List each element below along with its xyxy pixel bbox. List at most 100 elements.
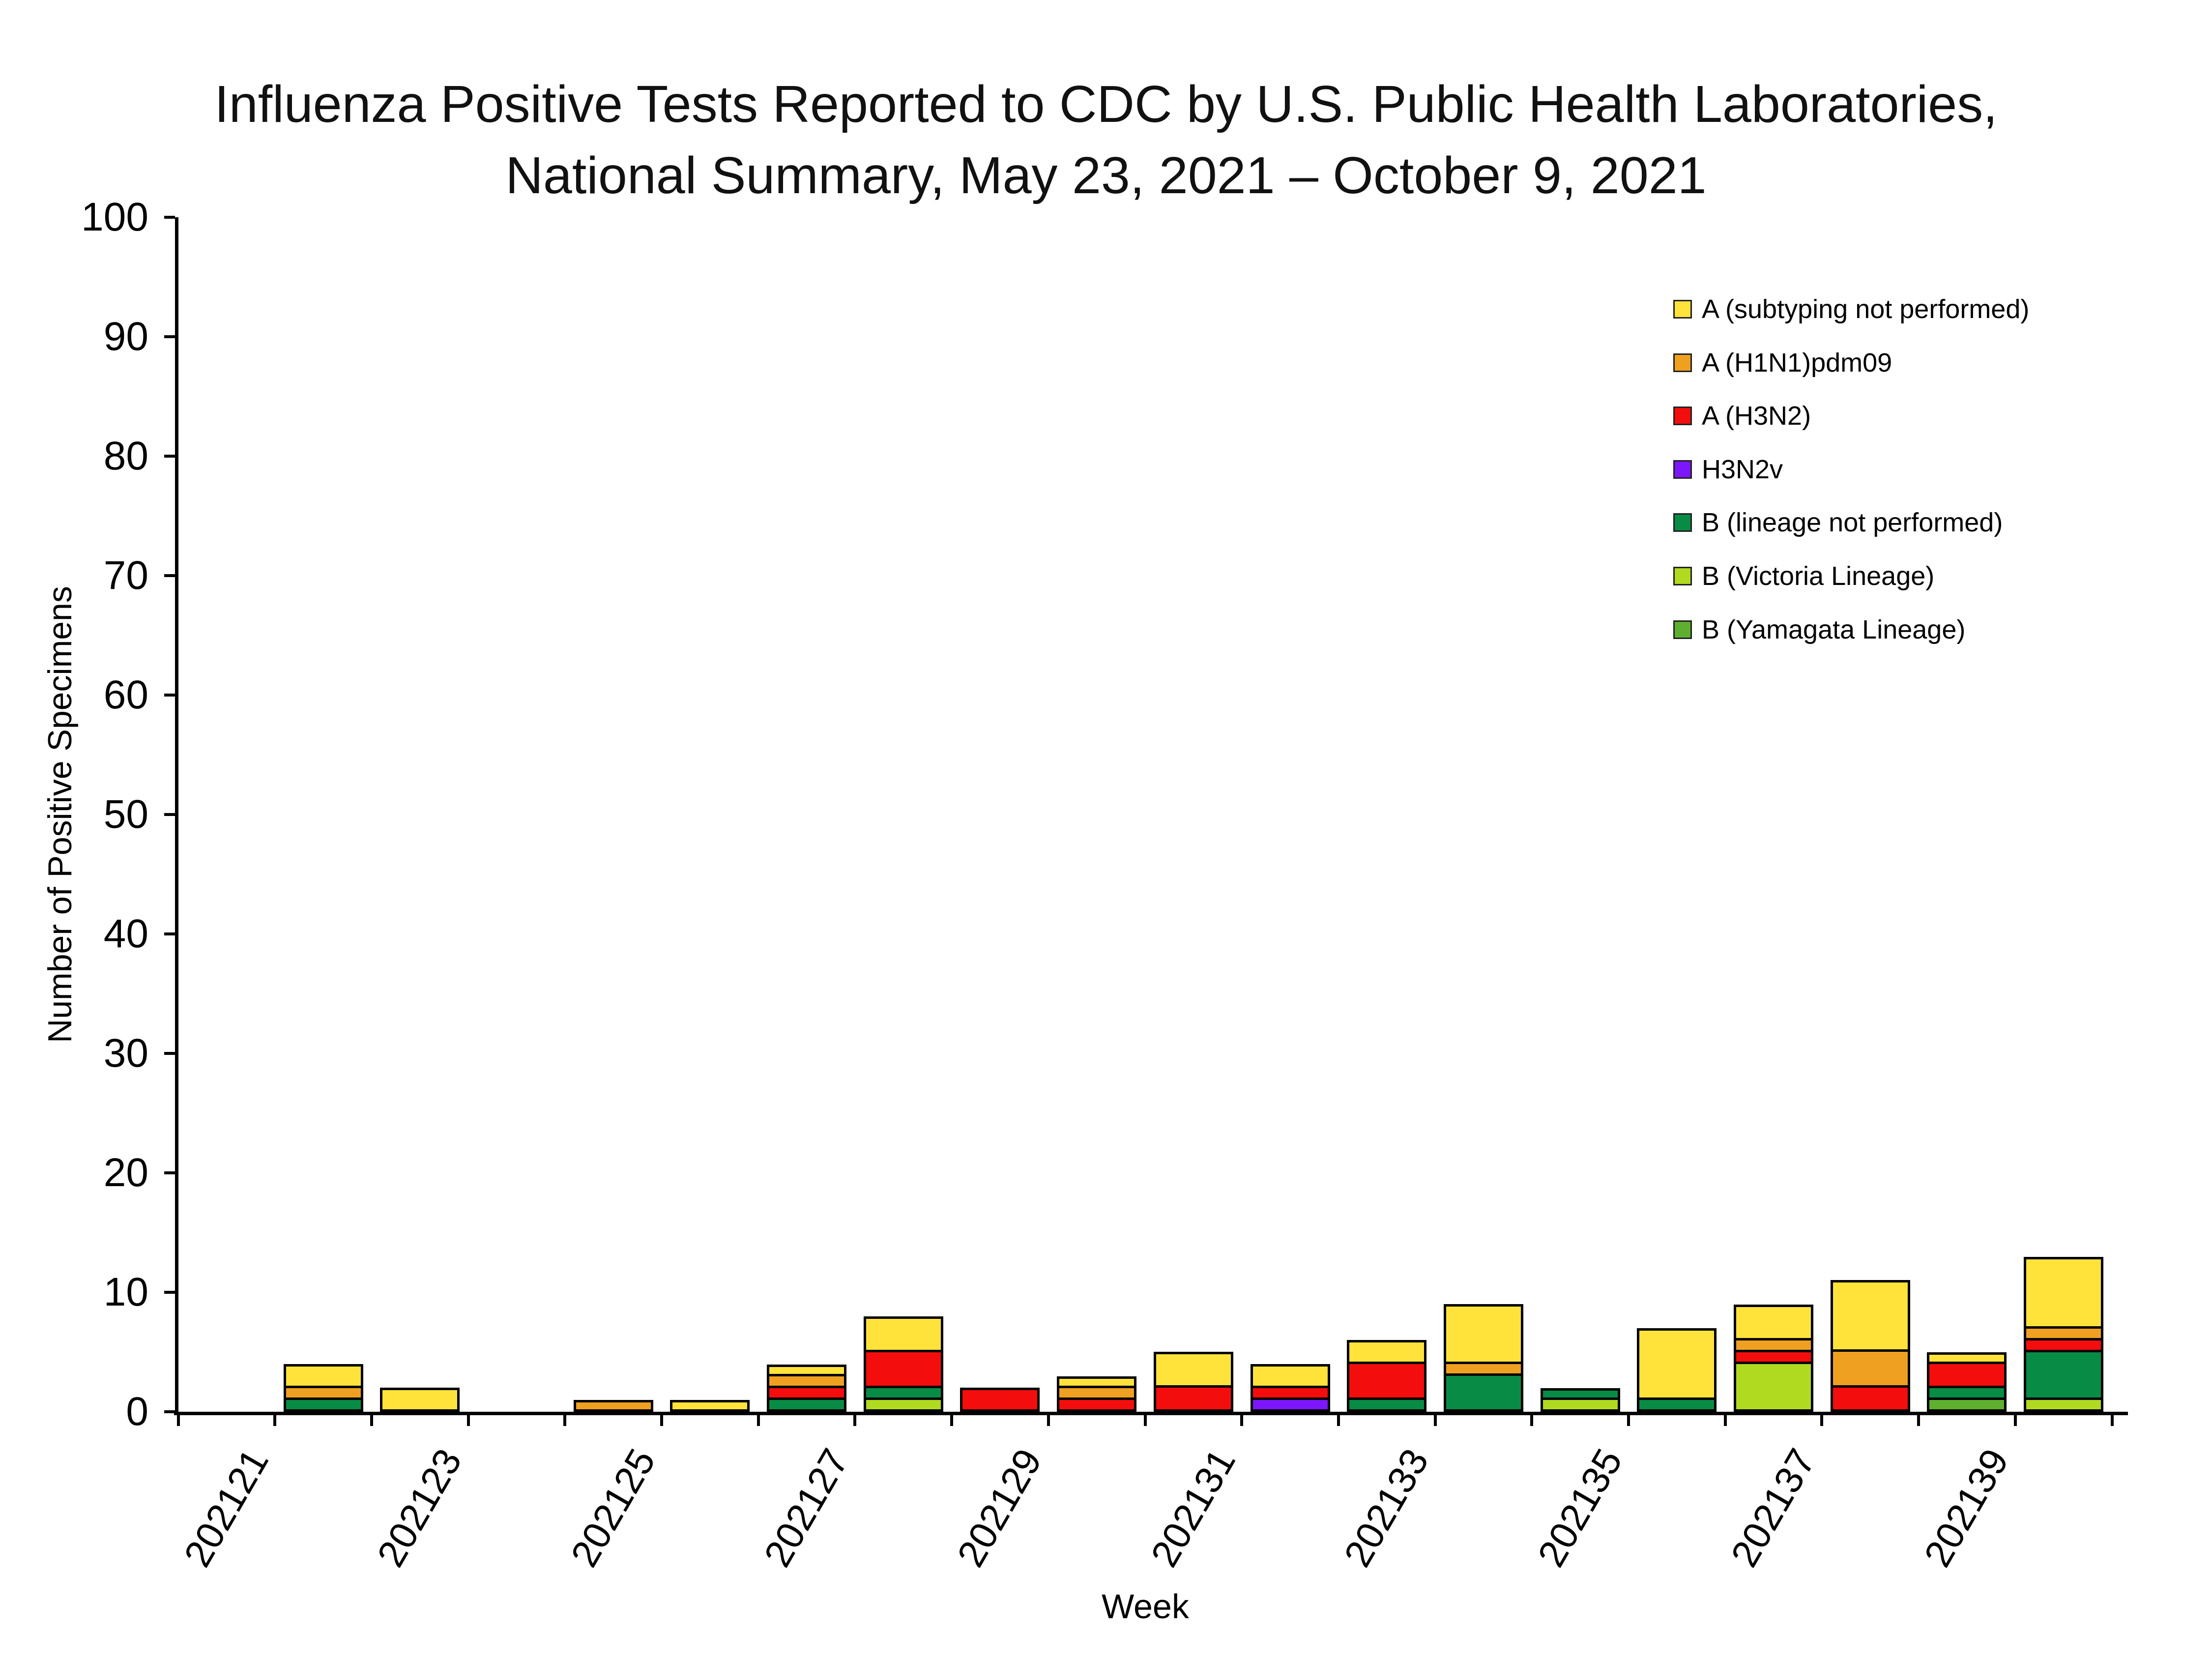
- y-tick-label: 80: [103, 434, 148, 478]
- chart-bar-202129: [960, 1388, 1040, 1412]
- y-axis-line: [175, 217, 178, 1415]
- y-tick: [164, 216, 175, 219]
- bar-segment: [1153, 1352, 1233, 1388]
- bar-segment: [380, 1388, 460, 1412]
- x-tick: [950, 1415, 954, 1426]
- bar-segment: [573, 1400, 653, 1412]
- x-tick: [2013, 1415, 2017, 1426]
- bar-segment: [1347, 1400, 1427, 1412]
- y-tick: [164, 694, 175, 697]
- legend-item: B (Victoria Lineage): [1673, 561, 1934, 591]
- chart-title-line2: National Summary, May 23, 2021 – October…: [505, 146, 1707, 204]
- x-tick-label: 202127: [755, 1441, 857, 1574]
- y-tick: [164, 932, 175, 935]
- y-tick-label: 20: [103, 1150, 148, 1195]
- x-tick: [2110, 1415, 2114, 1426]
- legend-item: B (Yamagata Lineage): [1673, 615, 1965, 644]
- bar-segment: [1830, 1352, 1910, 1388]
- y-tick: [164, 1052, 175, 1055]
- bar-segment: [283, 1400, 363, 1412]
- bar-segment: [2024, 1400, 2104, 1412]
- x-tick: [1820, 1415, 1824, 1426]
- bar-segment: [1637, 1400, 1717, 1412]
- y-tick: [164, 1171, 175, 1174]
- bar-segment: [1927, 1388, 2007, 1400]
- legend-swatch: [1673, 300, 1692, 319]
- bar-segment: [1250, 1388, 1330, 1400]
- bar-segment: [670, 1400, 750, 1412]
- bar-segment: [283, 1388, 363, 1400]
- chart-bar-202126: [670, 1400, 750, 1412]
- bar-segment: [1830, 1280, 1910, 1352]
- legend-swatch: [1673, 513, 1692, 532]
- x-tick: [1240, 1415, 1244, 1426]
- legend-item: A (subtyping not performed): [1673, 294, 2030, 324]
- bar-segment: [1443, 1364, 1523, 1376]
- x-tick: [1723, 1415, 1727, 1426]
- legend-swatch: [1673, 353, 1692, 372]
- y-tick-label: 10: [103, 1270, 148, 1314]
- bar-segment: [283, 1364, 363, 1388]
- legend-swatch: [1673, 460, 1692, 479]
- chart-bar-202140: [2024, 1257, 2104, 1412]
- chart-bar-202128: [863, 1316, 943, 1412]
- x-tick-label: 202133: [1335, 1441, 1437, 1574]
- bar-segment: [1250, 1364, 1330, 1388]
- legend-item: A (H1N1)pdm09: [1673, 348, 1892, 378]
- bar-segment: [1250, 1400, 1330, 1412]
- chart-bar-202122: [283, 1364, 363, 1412]
- x-tick: [757, 1415, 760, 1426]
- x-tick-label: 202135: [1529, 1441, 1630, 1574]
- legend-label: B (lineage not performed): [1702, 508, 2003, 538]
- legend-item: A (H3N2): [1673, 401, 1811, 431]
- bar-segment: [2024, 1329, 2104, 1340]
- y-tick: [164, 1410, 175, 1413]
- bar-segment: [1927, 1364, 2007, 1388]
- x-tick: [563, 1415, 567, 1426]
- x-tick: [1433, 1415, 1437, 1426]
- bar-segment: [863, 1316, 943, 1352]
- bar-segment: [1057, 1376, 1137, 1388]
- legend-label: A (H1N1)pdm09: [1702, 348, 1892, 378]
- bar-segment: [2024, 1352, 2104, 1400]
- x-tick-label: 202137: [1722, 1441, 1824, 1574]
- x-tick: [1530, 1415, 1534, 1426]
- legend-swatch: [1673, 407, 1692, 426]
- chart-bar-202130: [1057, 1376, 1137, 1412]
- chart-bar-202138: [1830, 1280, 1910, 1412]
- chart-bar-202131: [1153, 1352, 1233, 1412]
- bar-segment: [1347, 1364, 1427, 1400]
- y-tick-label: 0: [126, 1389, 148, 1434]
- x-axis-line: [174, 1412, 2128, 1415]
- chart-title-line1: Influenza Positive Tests Reported to CDC…: [214, 75, 1998, 133]
- x-tick: [370, 1415, 373, 1426]
- y-tick-label: 70: [103, 553, 148, 598]
- x-tick-label: 202121: [175, 1441, 277, 1574]
- bar-segment: [767, 1400, 847, 1412]
- bar-segment: [1540, 1400, 1620, 1412]
- bar-segment: [1443, 1304, 1523, 1364]
- y-tick-label: 40: [103, 911, 148, 956]
- legend-label: H3N2v: [1702, 454, 1783, 484]
- y-tick: [164, 455, 175, 458]
- chart-bar-202136: [1637, 1328, 1717, 1412]
- x-tick: [1337, 1415, 1340, 1426]
- bar-segment: [1057, 1400, 1137, 1412]
- x-tick: [853, 1415, 857, 1426]
- bar-segment: [1927, 1400, 2007, 1412]
- chart-bar-202135: [1540, 1388, 1620, 1412]
- bar-segment: [863, 1352, 943, 1388]
- x-tick-label: 202131: [1142, 1441, 1244, 1574]
- bar-segment: [2024, 1257, 2104, 1329]
- legend-label: A (subtyping not performed): [1702, 294, 2030, 324]
- x-tick-label: 202129: [949, 1441, 1050, 1574]
- legend-item: H3N2v: [1673, 454, 1783, 484]
- x-tick: [176, 1415, 180, 1426]
- bar-segment: [1734, 1352, 1814, 1364]
- bar-segment: [1347, 1340, 1427, 1364]
- x-tick-label: 202125: [562, 1441, 664, 1574]
- y-axis-title: Number of Positive Specimens: [41, 586, 79, 1043]
- chart-bar-202137: [1734, 1305, 1814, 1412]
- legend-swatch: [1673, 620, 1692, 639]
- bar-segment: [1153, 1388, 1233, 1412]
